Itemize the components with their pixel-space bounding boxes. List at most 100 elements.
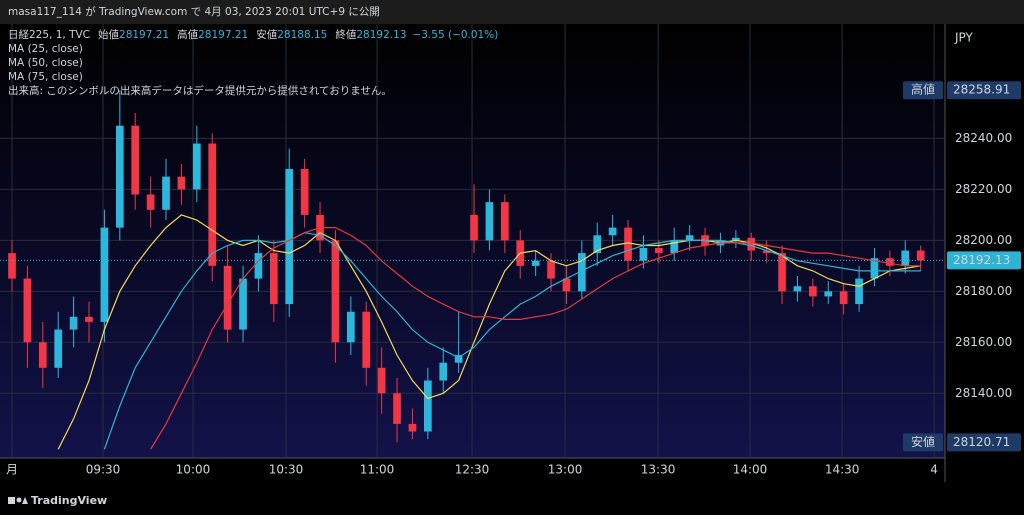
candle-body	[778, 253, 786, 292]
candle-body	[901, 250, 910, 266]
candle-body	[624, 227, 632, 261]
candle-body	[162, 176, 170, 210]
legend-ma: MA (25, close)	[8, 43, 83, 55]
price-tag-name-box	[903, 81, 943, 100]
current-price-label: 28192.13	[953, 253, 1010, 267]
candle-body	[223, 265, 232, 330]
candle-body	[208, 143, 217, 266]
candle-body	[146, 194, 155, 210]
y-tick-label: 28240.00	[955, 131, 1012, 145]
x-tick-label: 11:00	[360, 463, 395, 477]
candle-body	[362, 311, 371, 368]
y-tick-label: 28160.00	[955, 335, 1012, 349]
candle-body	[547, 260, 555, 279]
price-tag-name: 高値	[911, 82, 935, 97]
candle-body	[747, 237, 756, 251]
candle-body	[562, 278, 571, 292]
x-tick-label: 13:00	[548, 463, 583, 477]
candle-body	[577, 253, 586, 292]
candles	[8, 90, 925, 443]
x-tick-label: 13:30	[641, 463, 676, 477]
footer-brand: TradingView	[31, 494, 107, 507]
candle-body	[38, 342, 47, 368]
footer-logo	[8, 497, 28, 504]
ma-line	[57, 214, 921, 450]
candle-body	[886, 258, 894, 266]
candle-body	[670, 240, 679, 254]
candle-body	[8, 253, 16, 279]
candle-body	[239, 278, 247, 330]
legend-field-name: 高値	[177, 28, 198, 41]
moving-averages	[57, 214, 921, 450]
candle-body	[23, 278, 32, 343]
candle-body	[639, 248, 648, 261]
candle-body	[685, 235, 694, 241]
price-tag-label: 28258.91	[953, 83, 1010, 97]
candle-body	[824, 291, 833, 297]
candle-body	[393, 393, 401, 424]
legend-ma: MA (75, close)	[8, 71, 83, 83]
candle-body	[793, 286, 802, 292]
legend-field-name: 始値	[98, 28, 119, 41]
candle-body	[454, 355, 463, 363]
legend-change: −3.55 (−0.01%)	[412, 29, 498, 41]
candle-body	[423, 380, 432, 432]
x-tick-label: 14:30	[825, 463, 860, 477]
legend-symbol: 日経225, 1, TVC	[8, 28, 90, 41]
candle-body	[809, 286, 817, 297]
chart-layer: 28140.00 28160.00 28180.00 28200.00 28220.00…	[0, 24, 1021, 477]
ma-line	[150, 227, 921, 450]
candle-body	[439, 362, 448, 381]
candle-body	[377, 367, 386, 394]
volume-note: 出来高: このシンボルの出来高データはデータ提供元から提供されておりません。	[8, 84, 392, 97]
candle-body	[300, 169, 309, 215]
legend-field-value: 28197.21	[198, 29, 248, 41]
currency: JPY	[954, 31, 974, 45]
x-tick-label: 12:30	[455, 463, 490, 477]
legend-field-value: 28192.13	[356, 29, 406, 41]
price-tag-label: 28120.71	[953, 435, 1010, 449]
ma-line	[103, 232, 921, 450]
current-price-tag	[947, 251, 1021, 270]
candle-body	[655, 248, 663, 254]
candle-body	[131, 125, 140, 195]
candle-body	[285, 169, 294, 305]
candle-body	[916, 250, 925, 261]
legend-ma: MA (50, close)	[8, 57, 83, 69]
header-bar	[0, 0, 1024, 24]
candle-body	[485, 202, 494, 241]
candle-body	[762, 250, 771, 254]
candle-body	[855, 278, 863, 305]
legend-ohlc: 日経225, 1, TVC 始値28197.21 高値28197.21 安値28188…	[8, 28, 498, 41]
price-tag	[947, 81, 1021, 100]
price-tag-name-box	[903, 433, 943, 452]
y-tick-label: 28200.00	[955, 233, 1012, 247]
x-tick-label: 月	[6, 463, 18, 477]
candle-body	[531, 260, 540, 266]
publisher: masa117_114 が TradingView.com で 4月 03, 2…	[8, 5, 380, 18]
candle-body	[69, 316, 78, 330]
price-tag	[947, 433, 1021, 452]
x-tick-label: 10:00	[176, 463, 211, 477]
candle-body	[331, 240, 340, 343]
y-tick-label: 28180.00	[955, 284, 1012, 298]
candle-body	[870, 258, 879, 279]
candle-body	[346, 311, 355, 343]
price-tag-name: 安値	[911, 434, 935, 449]
candle-body	[177, 176, 186, 190]
legend-field-name: 終値	[335, 28, 356, 41]
candle-body	[100, 227, 109, 322]
y-tick-label: 28140.00	[955, 386, 1012, 400]
x-tick-label: 09:30	[86, 463, 121, 477]
candle-body	[732, 237, 740, 241]
candle-body	[85, 316, 93, 322]
x-tick-label: 4	[930, 463, 938, 477]
candle-body	[500, 202, 509, 241]
candle-body	[608, 227, 617, 236]
x-tick-label: 14:00	[733, 463, 768, 477]
legend-field-value: 28197.21	[119, 29, 169, 41]
candle-body	[192, 143, 201, 190]
legend-field-name: 安値	[256, 28, 277, 41]
candle-body	[593, 235, 602, 254]
